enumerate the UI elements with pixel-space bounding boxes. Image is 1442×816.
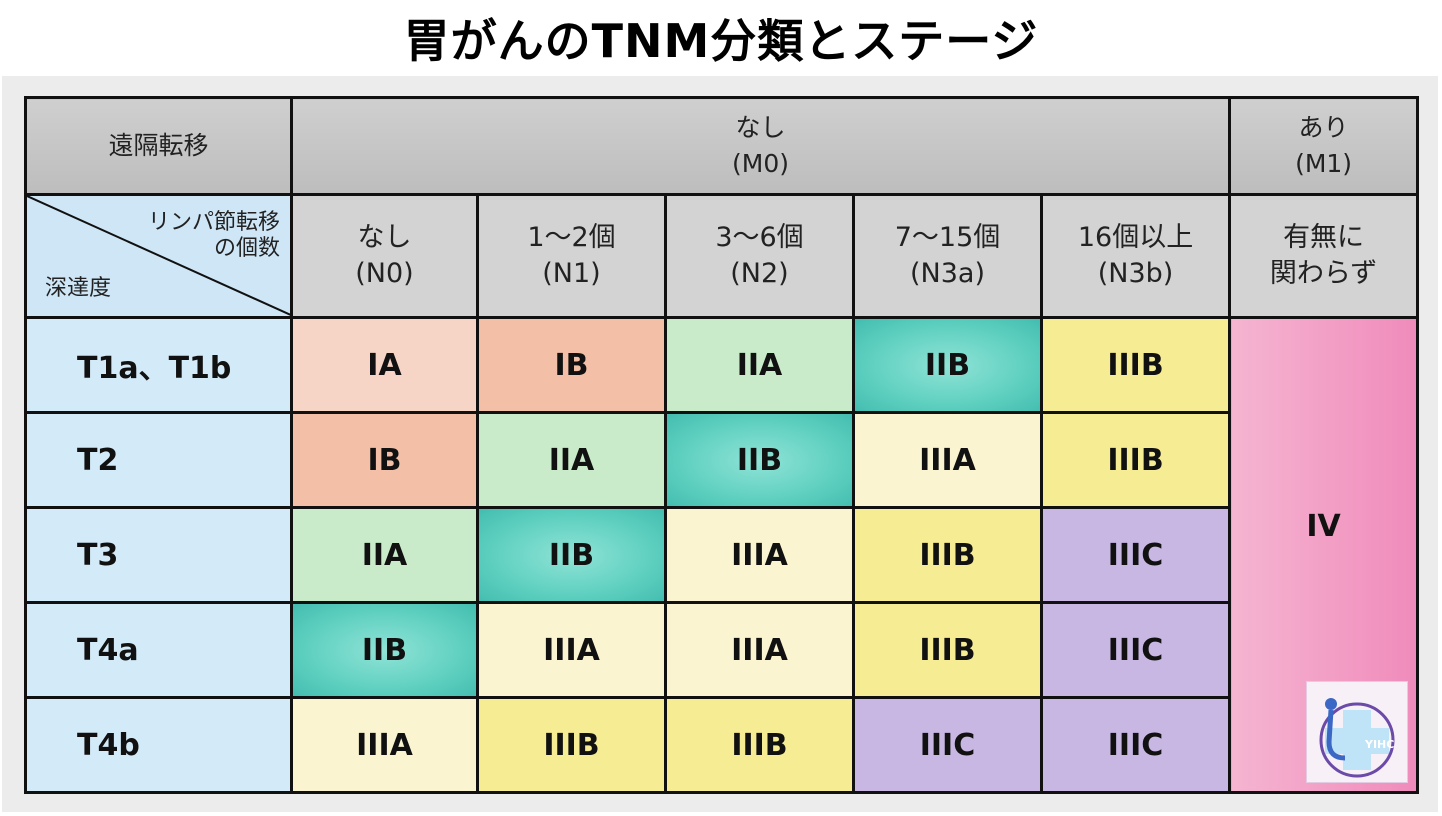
lymph-node-count-label: リンパ節転移 の個数 xyxy=(148,210,280,262)
table-row: T4a IIB IIIA IIIA IIIB IIIC xyxy=(24,601,1418,699)
stage-cell: IIA xyxy=(664,316,855,414)
stage-cell: IIIB xyxy=(1039,316,1232,414)
stage-cell: IIB xyxy=(290,601,479,699)
stage-cell: IIIC xyxy=(1039,601,1232,699)
stage-cell: IIB xyxy=(476,506,667,604)
stage-iv-label: IV xyxy=(1306,509,1341,544)
m1-line2: (M1) xyxy=(1295,149,1353,178)
page-title: 胃がんのTNM分類とステージ xyxy=(403,14,1039,68)
row-header: T4b xyxy=(24,696,293,794)
col-header-line2: (N1) xyxy=(542,258,601,289)
stage-cell: IB xyxy=(476,316,667,414)
corner-top-line2: の個数 xyxy=(213,236,280,261)
m0-line2: (M0) xyxy=(732,149,790,178)
stage-cell: IIIC xyxy=(852,696,1043,794)
col-header-line1: なし xyxy=(357,222,412,253)
stage-cell: IIA xyxy=(476,411,667,509)
stage-cell: IIIA xyxy=(664,506,855,604)
m1-line1: あり xyxy=(1298,113,1349,142)
col-header-line1: 16個以上 xyxy=(1077,222,1194,253)
col-header-n1: 1〜2個 (N1) xyxy=(476,193,667,319)
col-header-line1: 3〜6個 xyxy=(715,222,804,253)
corner-top-line1: リンパ節転移 xyxy=(147,210,280,235)
corner-diagonal xyxy=(27,196,293,316)
stage-cell: IA xyxy=(290,316,479,414)
stage-cell: IIIC xyxy=(1039,696,1232,794)
table-row: T4b IIIA IIIB IIIB IIIC IIIC xyxy=(24,696,1418,794)
col-header-n2: 3〜6個 (N2) xyxy=(664,193,855,319)
stage-cell: IIIB xyxy=(476,696,667,794)
table-row: T2 IB IIA IIB IIIA IIIB xyxy=(24,411,1418,509)
stage-iv-cell: IV YIHC xyxy=(1228,316,1420,794)
clinic-logo-icon: YIHC xyxy=(1306,681,1409,783)
stage-cell: IIIB xyxy=(1039,411,1232,509)
stage-cell: IB xyxy=(290,411,479,509)
stage-cell: IIIB xyxy=(852,601,1043,699)
stage-cell: IIIA xyxy=(664,601,855,699)
col-header-n3b: 16個以上 (N3b) xyxy=(1039,193,1232,319)
stage-cell: IIIC xyxy=(1039,506,1232,604)
stage-cell: IIIB xyxy=(852,506,1043,604)
metastasis-label: 遠隔転移 xyxy=(108,131,209,160)
stage-cell: IIA xyxy=(290,506,479,604)
col-header-line1: 1〜2個 xyxy=(527,222,616,253)
table-row: T3 IIA IIB IIIA IIIB IIIC xyxy=(24,506,1418,604)
row-header: T2 xyxy=(24,411,293,509)
stage-cell: IIIA xyxy=(290,696,479,794)
stage-cell: IIIA xyxy=(852,411,1043,509)
stage-cell: IIB xyxy=(664,411,855,509)
col-header-line2: (N0) xyxy=(355,258,414,289)
col-header-any: 有無に 関わらず xyxy=(1228,193,1420,319)
col-header-line2: 関わらず xyxy=(1269,258,1378,289)
col-header-line2: (N3a) xyxy=(910,258,985,289)
stage-cell: IIIA xyxy=(476,601,667,699)
table-row: T1a、T1b IA IB IIA IIB IIIB IV YIHC xyxy=(24,316,1420,794)
svg-text:YIHC: YIHC xyxy=(1364,738,1394,751)
metastasis-header: 遠隔転移 xyxy=(24,96,293,196)
corner-header: リンパ節転移 の個数 深達度 xyxy=(24,193,293,319)
m0-header: なし (M0) xyxy=(289,96,1232,196)
row-header: T1a、T1b xyxy=(24,316,293,414)
row-header: T3 xyxy=(24,506,293,604)
col-header-line2: (N2) xyxy=(730,258,789,289)
stage-cell: IIIB xyxy=(664,696,855,794)
col-header-line1: 有無に xyxy=(1283,222,1365,253)
col-header-line2: (N3b) xyxy=(1097,258,1174,289)
stage-cell: IIB xyxy=(852,316,1043,414)
col-header-n3a: 7〜15個 (N3a) xyxy=(852,193,1043,319)
col-header-n0: なし (N0) xyxy=(290,193,479,319)
depth-label: 深達度 xyxy=(45,276,112,301)
m0-line1: なし xyxy=(735,113,786,142)
row-header: T4a xyxy=(24,601,293,699)
col-header-line1: 7〜15個 xyxy=(894,222,1001,253)
m1-header: あり (M1) xyxy=(1228,96,1420,196)
tnm-stage-table: 遠隔転移 なし (M0) あり (M1) リンパ節転移 の個数 深達度 なし (… xyxy=(24,96,1420,794)
